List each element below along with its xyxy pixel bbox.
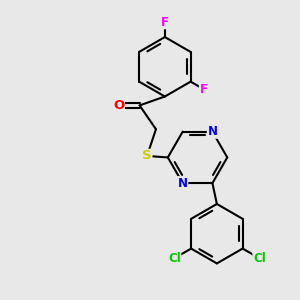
- Text: F: F: [200, 82, 208, 96]
- Text: N: N: [178, 177, 188, 190]
- Text: O: O: [113, 99, 124, 112]
- Text: Cl: Cl: [168, 252, 181, 265]
- Text: F: F: [161, 16, 169, 29]
- Text: Cl: Cl: [253, 252, 266, 265]
- Text: N: N: [207, 125, 218, 138]
- Text: S: S: [142, 149, 152, 162]
